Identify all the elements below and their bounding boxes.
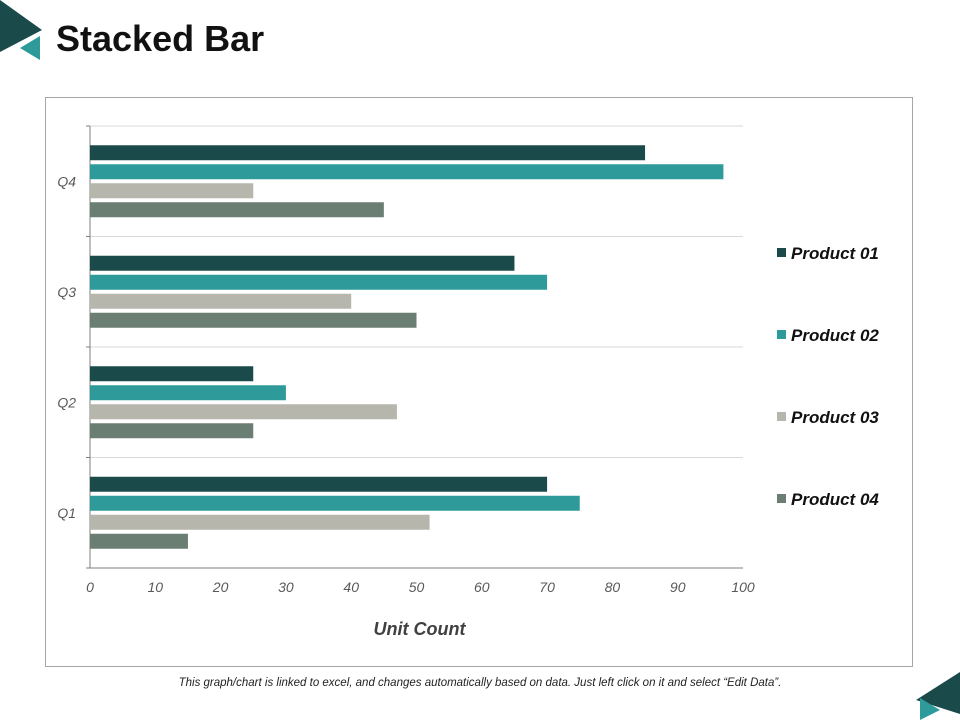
bar-q3-series-4 <box>90 312 417 328</box>
bar-q2-series-1 <box>90 366 254 382</box>
slide-title: Stacked Bar <box>56 18 265 59</box>
y-tick-label: Q2 <box>57 394 76 410</box>
bar-q3-series-3 <box>90 293 352 309</box>
legend-label: Product 01 <box>791 244 879 263</box>
x-axis-title: Unit Count <box>374 619 467 639</box>
x-tick-label: 40 <box>343 579 359 595</box>
bar-q2-series-4 <box>90 423 254 439</box>
legend-swatch <box>777 248 786 257</box>
corner-decoration-bottom-right <box>916 672 960 720</box>
x-tick-label: 50 <box>409 579 425 595</box>
y-tick-label: Q4 <box>57 173 76 189</box>
bar-q4-series-2 <box>90 164 724 180</box>
legend-swatch <box>777 494 786 503</box>
stacked-bar-chart: Q1 Q2 Q3 Q4 0 10 20 30 40 50 60 70 80 90 100 Unit Count… <box>57 125 879 639</box>
x-tick-label: 70 <box>539 579 555 595</box>
x-tick-label: 90 <box>670 579 686 595</box>
legend-label: Product 02 <box>791 326 879 345</box>
bar-q2-series-3 <box>90 404 397 420</box>
x-tick-label: 0 <box>86 579 94 595</box>
bar-q3-series-1 <box>90 255 515 271</box>
x-tick-label: 80 <box>605 579 621 595</box>
x-tick-label: 30 <box>278 579 294 595</box>
x-tick-label: 60 <box>474 579 490 595</box>
bar-q2-series-2 <box>90 385 286 401</box>
legend-swatch <box>777 412 786 421</box>
legend-swatch <box>777 330 786 339</box>
y-tick-label: Q3 <box>57 284 76 300</box>
bar-q1-series-1 <box>90 476 548 492</box>
bar-q3-series-2 <box>90 274 548 290</box>
bar-q4-series-4 <box>90 202 384 218</box>
bar-q4-series-3 <box>90 183 254 199</box>
x-tick-label: 10 <box>148 579 164 595</box>
chart-frame: Q1 Q2 Q3 Q4 0 10 20 30 40 50 60 70 80 90 100 Unit Count… <box>45 97 913 667</box>
bar-q1-series-4 <box>90 533 188 549</box>
y-tick-label: Q1 <box>57 505 76 521</box>
corner-decoration-top-left <box>0 0 42 60</box>
footnote: This graph/chart is linked to excel, and… <box>178 677 782 689</box>
bar-q1-series-2 <box>90 495 580 511</box>
x-tick-label: 20 <box>212 579 229 595</box>
bar-q4-series-1 <box>90 145 646 161</box>
legend-label: Product 03 <box>791 408 879 427</box>
x-tick-label: 100 <box>731 579 755 595</box>
bar-q1-series-3 <box>90 514 430 530</box>
legend-label: Product 04 <box>791 490 879 509</box>
